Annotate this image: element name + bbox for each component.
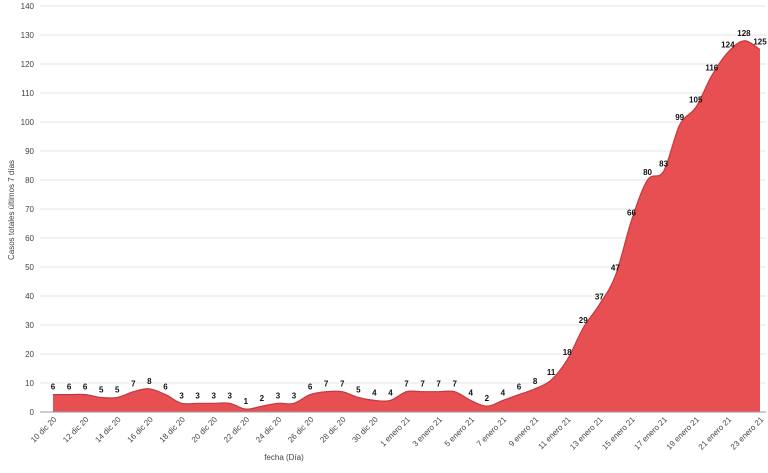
data-label: 116: [705, 64, 718, 73]
x-tick-label: 16 dic 20: [126, 415, 156, 445]
x-axis-label: fecha (Día): [264, 453, 304, 462]
x-tick-label: 17 enero 21: [632, 415, 669, 452]
data-label: 4: [372, 388, 377, 397]
data-label: 3: [195, 391, 200, 400]
data-label: 99: [675, 113, 684, 122]
data-label: 7: [452, 380, 457, 389]
y-tick-label: 110: [21, 89, 34, 98]
y-tick-label: 50: [25, 263, 34, 272]
data-label: 125: [753, 38, 767, 47]
line: [52, 40, 761, 410]
y-tick-label: 140: [21, 2, 35, 11]
data-label: 7: [131, 380, 136, 389]
data-label: 8: [147, 377, 152, 386]
x-tick-label: 21 enero 21: [697, 415, 734, 452]
data-label: 18: [563, 348, 572, 357]
data-label: 2: [260, 394, 265, 403]
data-label: 37: [595, 293, 604, 302]
data-label: 6: [83, 383, 88, 392]
x-tick-label: 23 enero 21: [729, 415, 766, 452]
data-label: 8: [533, 377, 538, 386]
x-tick-label: 20 dic 20: [190, 415, 220, 445]
y-tick-label: 40: [25, 292, 34, 301]
x-tick-label: 22 dic 20: [222, 415, 252, 445]
data-label: 6: [67, 383, 72, 392]
data-label: 5: [99, 386, 104, 395]
data-label: 5: [356, 386, 361, 395]
data-label: 29: [579, 316, 588, 325]
data-label: 6: [308, 383, 313, 392]
data-label: 4: [501, 388, 506, 397]
data-label: 3: [179, 391, 184, 400]
y-tick-label: 80: [25, 176, 34, 185]
data-label: 4: [469, 388, 474, 397]
data-label: 7: [420, 380, 425, 389]
data-label: 47: [611, 264, 620, 273]
y-tick-label: 130: [21, 31, 35, 40]
data-label: 80: [643, 168, 652, 177]
y-tick-label: 10: [25, 379, 34, 388]
area: [53, 40, 760, 412]
data-label: 6: [51, 383, 56, 392]
x-tick-label: 13 enero 21: [568, 415, 605, 452]
data-label: 83: [659, 159, 668, 168]
data-label: 3: [211, 391, 216, 400]
data-label: 7: [436, 380, 441, 389]
x-tick-label: 24 dic 20: [254, 415, 284, 445]
x-tick-label: 30 dic 20: [350, 415, 380, 445]
data-label: 3: [228, 391, 233, 400]
data-label: 6: [163, 383, 168, 392]
x-tick-label: 12 dic 20: [61, 415, 91, 445]
y-tick-label: 90: [25, 147, 34, 156]
x-tick-label: 19 enero 21: [665, 415, 702, 452]
x-tick-label: 5 enero 21: [443, 415, 477, 449]
x-tick-label: 26 dic 20: [286, 415, 316, 445]
data-label: 105: [689, 96, 703, 105]
y-tick-label: 20: [25, 350, 34, 359]
y-tick-label: 120: [21, 60, 35, 69]
data-label: 3: [276, 391, 281, 400]
y-tick-label: 70: [25, 205, 34, 214]
x-tick-label: 9 enero 21: [507, 415, 541, 449]
data-label: 7: [340, 380, 345, 389]
data-label: 1: [244, 397, 249, 406]
data-label: 66: [627, 209, 636, 218]
data-label: 6: [517, 383, 522, 392]
data-label: 128: [737, 29, 751, 38]
data-label: 7: [404, 380, 409, 389]
x-tick-label: 14 dic 20: [93, 415, 123, 445]
y-tick-label: 60: [25, 234, 34, 243]
data-label: 11: [547, 368, 556, 377]
y-tick-label: 0: [30, 408, 35, 417]
x-tick-label: 1 enero 21: [378, 415, 412, 449]
x-tick-label: 28 dic 20: [318, 415, 348, 445]
data-label: 5: [115, 386, 120, 395]
y-axis-label: Casos totales últimos 7 días: [7, 160, 16, 260]
data-label: 3: [292, 391, 297, 400]
x-tick-label: 15 enero 21: [600, 415, 637, 452]
x-tick-label: 3 enero 21: [411, 415, 445, 449]
y-tick-label: 30: [25, 321, 34, 330]
x-tick-label: 10 dic 20: [29, 415, 59, 445]
x-tick-label: 18 dic 20: [158, 415, 188, 445]
data-label: 4: [388, 388, 393, 397]
data-label: 2: [485, 394, 490, 403]
data-label: 7: [324, 380, 329, 389]
y-tick-label: 100: [21, 118, 35, 127]
x-tick-label: 7 enero 21: [475, 415, 509, 449]
data-label: 124: [721, 40, 735, 49]
